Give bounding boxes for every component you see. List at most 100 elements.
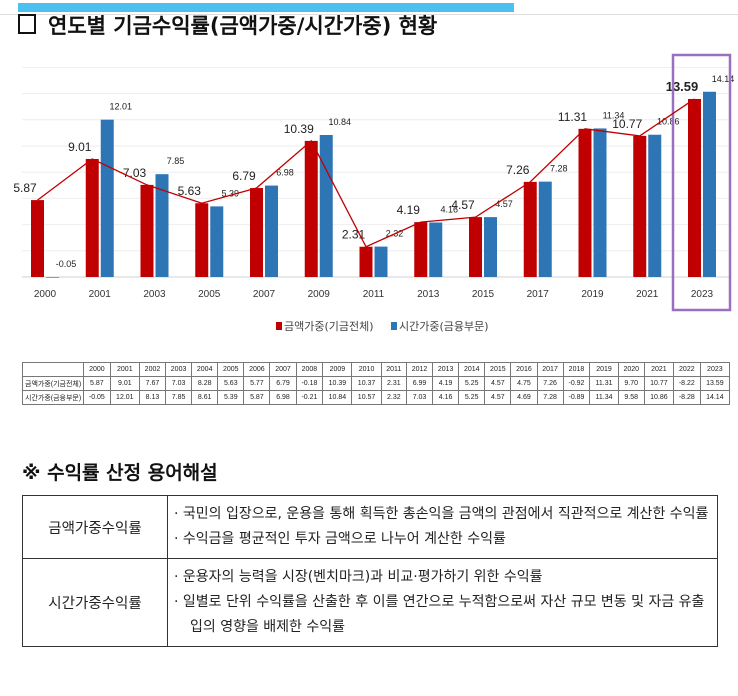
bar-money-weighted (140, 184, 154, 277)
data-label: 4.16 (440, 205, 458, 215)
year-header: 2017 (536, 362, 564, 377)
year-header: 2019 (589, 362, 619, 377)
table-row: 시간가중(금융부문) -0.05 12.01 8.13 7.85 8.61 5.39 5.87… (22, 390, 731, 405)
bar-time-weighted (319, 134, 333, 277)
data-label: 6.79 (232, 169, 256, 183)
table-cell: 10.84 (322, 390, 353, 405)
title-text: 연도별 기금수익률(금액가중/시간가중) 현황 (48, 14, 438, 38)
year-header: 2006 (243, 362, 271, 377)
year-header: 2007 (269, 362, 297, 377)
table-cell: 14.14 (699, 390, 731, 405)
year-header: 2003 (165, 362, 193, 377)
table-cell: 11.31 (589, 376, 619, 391)
data-label: 4.19 (397, 203, 421, 217)
returns-data-table: 2000 2001 2002 2003 2004 2005 2006 2007 2008 2009… (22, 362, 731, 405)
x-tick-label: 2021 (636, 289, 659, 300)
table-cell: 10.39 (322, 376, 353, 391)
table-cell: -0.18 (295, 376, 324, 391)
year-header: 2000 (83, 362, 111, 377)
bar-money-weighted (250, 188, 263, 277)
term-row: 시간가중수익률 · 운용자의 능력을 시장(벤치마크)과 비교·평가하기 위한 수… (22, 558, 718, 647)
table-cell: 7.28 (536, 390, 564, 405)
table-cell: 11.34 (589, 390, 619, 405)
table-cell: 5.87 (83, 376, 111, 391)
bar-money-weighted (31, 200, 44, 277)
definition-line: · 운용자의 능력을 시장(벤치마크)과 비교·평가하기 위한 수익률 (174, 569, 543, 585)
table-row: 금액가중(기금전체) 5.87 9.01 7.67 7.03 8.28 5.63 5.77 6.… (22, 376, 731, 391)
row-label: 시간가중(금융부문) (22, 390, 84, 405)
x-tick-label: 2007 (253, 289, 276, 300)
bar-money-weighted (523, 181, 537, 277)
bar-time-weighted (374, 246, 388, 277)
table-cell: -0.89 (562, 390, 591, 405)
data-label: 14.14 (712, 74, 735, 84)
term-name: 시간가중수익률 (22, 558, 168, 647)
x-tick-label: 2017 (527, 289, 550, 300)
table-cell: 9.01 (109, 376, 140, 391)
corner-cell (22, 362, 84, 377)
x-tick-label: 2009 (308, 289, 331, 300)
year-header: 2011 (380, 362, 407, 377)
definition-line: · 국민의 입장으로, 운용을 통해 획득한 총손익을 금액의 관점에서 직관적… (174, 506, 709, 522)
year-header: 2014 (458, 362, 486, 377)
bar-time-weighted (648, 134, 662, 277)
bar-time-weighted (538, 181, 552, 277)
data-label: -0.05 (56, 259, 77, 269)
term-name: 금액가중수익률 (22, 495, 168, 559)
page-title: 연도별 기금수익률(금액가중/시간가중) 현황 (18, 10, 437, 40)
table-cell: 2.32 (380, 390, 407, 405)
data-label: 11.34 (603, 110, 625, 120)
table-cell: -0.92 (562, 376, 591, 391)
year-header: 2015 (484, 362, 512, 377)
table-cell: 5.39 (217, 390, 245, 405)
year-header: 2013 (432, 362, 460, 377)
year-header: 2021 (643, 362, 674, 377)
table-cell: 7.67 (138, 376, 167, 391)
year-header: 2005 (217, 362, 245, 377)
year-header: 2022 (672, 362, 701, 377)
year-header: 2010 (351, 362, 382, 377)
bar-money-weighted (469, 217, 482, 277)
table-cell: 5.77 (243, 376, 271, 391)
year-header: 2016 (510, 362, 538, 377)
x-tick-label: 2005 (198, 289, 221, 300)
legend-label: 시간가중(금융부문) (399, 320, 489, 333)
data-label: 5.87 (13, 181, 37, 195)
bar-money-weighted (688, 98, 701, 277)
table-cell: 8.28 (191, 376, 219, 391)
table-cell: 2.31 (380, 376, 407, 391)
data-label: 10.84 (328, 117, 351, 127)
table-cell: 9.70 (617, 376, 645, 391)
table-cell: 5.25 (458, 390, 486, 405)
terms-heading: ※ 수익률 산정 용어해설 (22, 462, 218, 484)
square-bullet-icon (18, 14, 36, 34)
table-cell: 6.99 (405, 376, 434, 391)
year-header: 2004 (191, 362, 219, 377)
bar-time-weighted (46, 277, 59, 278)
table-cell: 7.03 (165, 376, 193, 391)
table-header-row: 2000 2001 2002 2003 2004 2005 2006 2007 2008 2009… (22, 362, 731, 377)
bar-money-weighted (85, 158, 99, 277)
year-header: 2008 (295, 362, 324, 377)
data-label: 4.57 (495, 199, 513, 209)
table-cell: -0.21 (295, 390, 324, 405)
year-header: 2012 (405, 362, 434, 377)
table-cell: 7.26 (536, 376, 564, 391)
data-label: 10.77 (612, 117, 642, 131)
bar-money-weighted (633, 135, 647, 277)
term-row: 금액가중수익률 · 국민의 입장으로, 운용을 통해 획득한 총손익을 금액의 관… (22, 495, 718, 559)
data-label: 7.28 (550, 164, 568, 174)
data-label: 12.01 (109, 102, 132, 112)
x-tick-label: 2003 (143, 289, 166, 300)
bar-time-weighted (484, 217, 497, 277)
data-label: 7.03 (123, 166, 147, 180)
data-label: 7.85 (167, 156, 185, 166)
table-cell: 7.85 (165, 390, 193, 405)
table-cell: 10.37 (351, 376, 382, 391)
table-cell: 5.87 (243, 390, 271, 405)
table-cell: 9.58 (617, 390, 645, 405)
table-cell: 13.59 (699, 376, 731, 391)
definition-line: · 수익금을 평균적인 투자 금액으로 나누어 계산한 수익률 (174, 531, 506, 547)
bar-money-weighted (578, 128, 592, 277)
table-cell: -8.28 (672, 390, 701, 405)
